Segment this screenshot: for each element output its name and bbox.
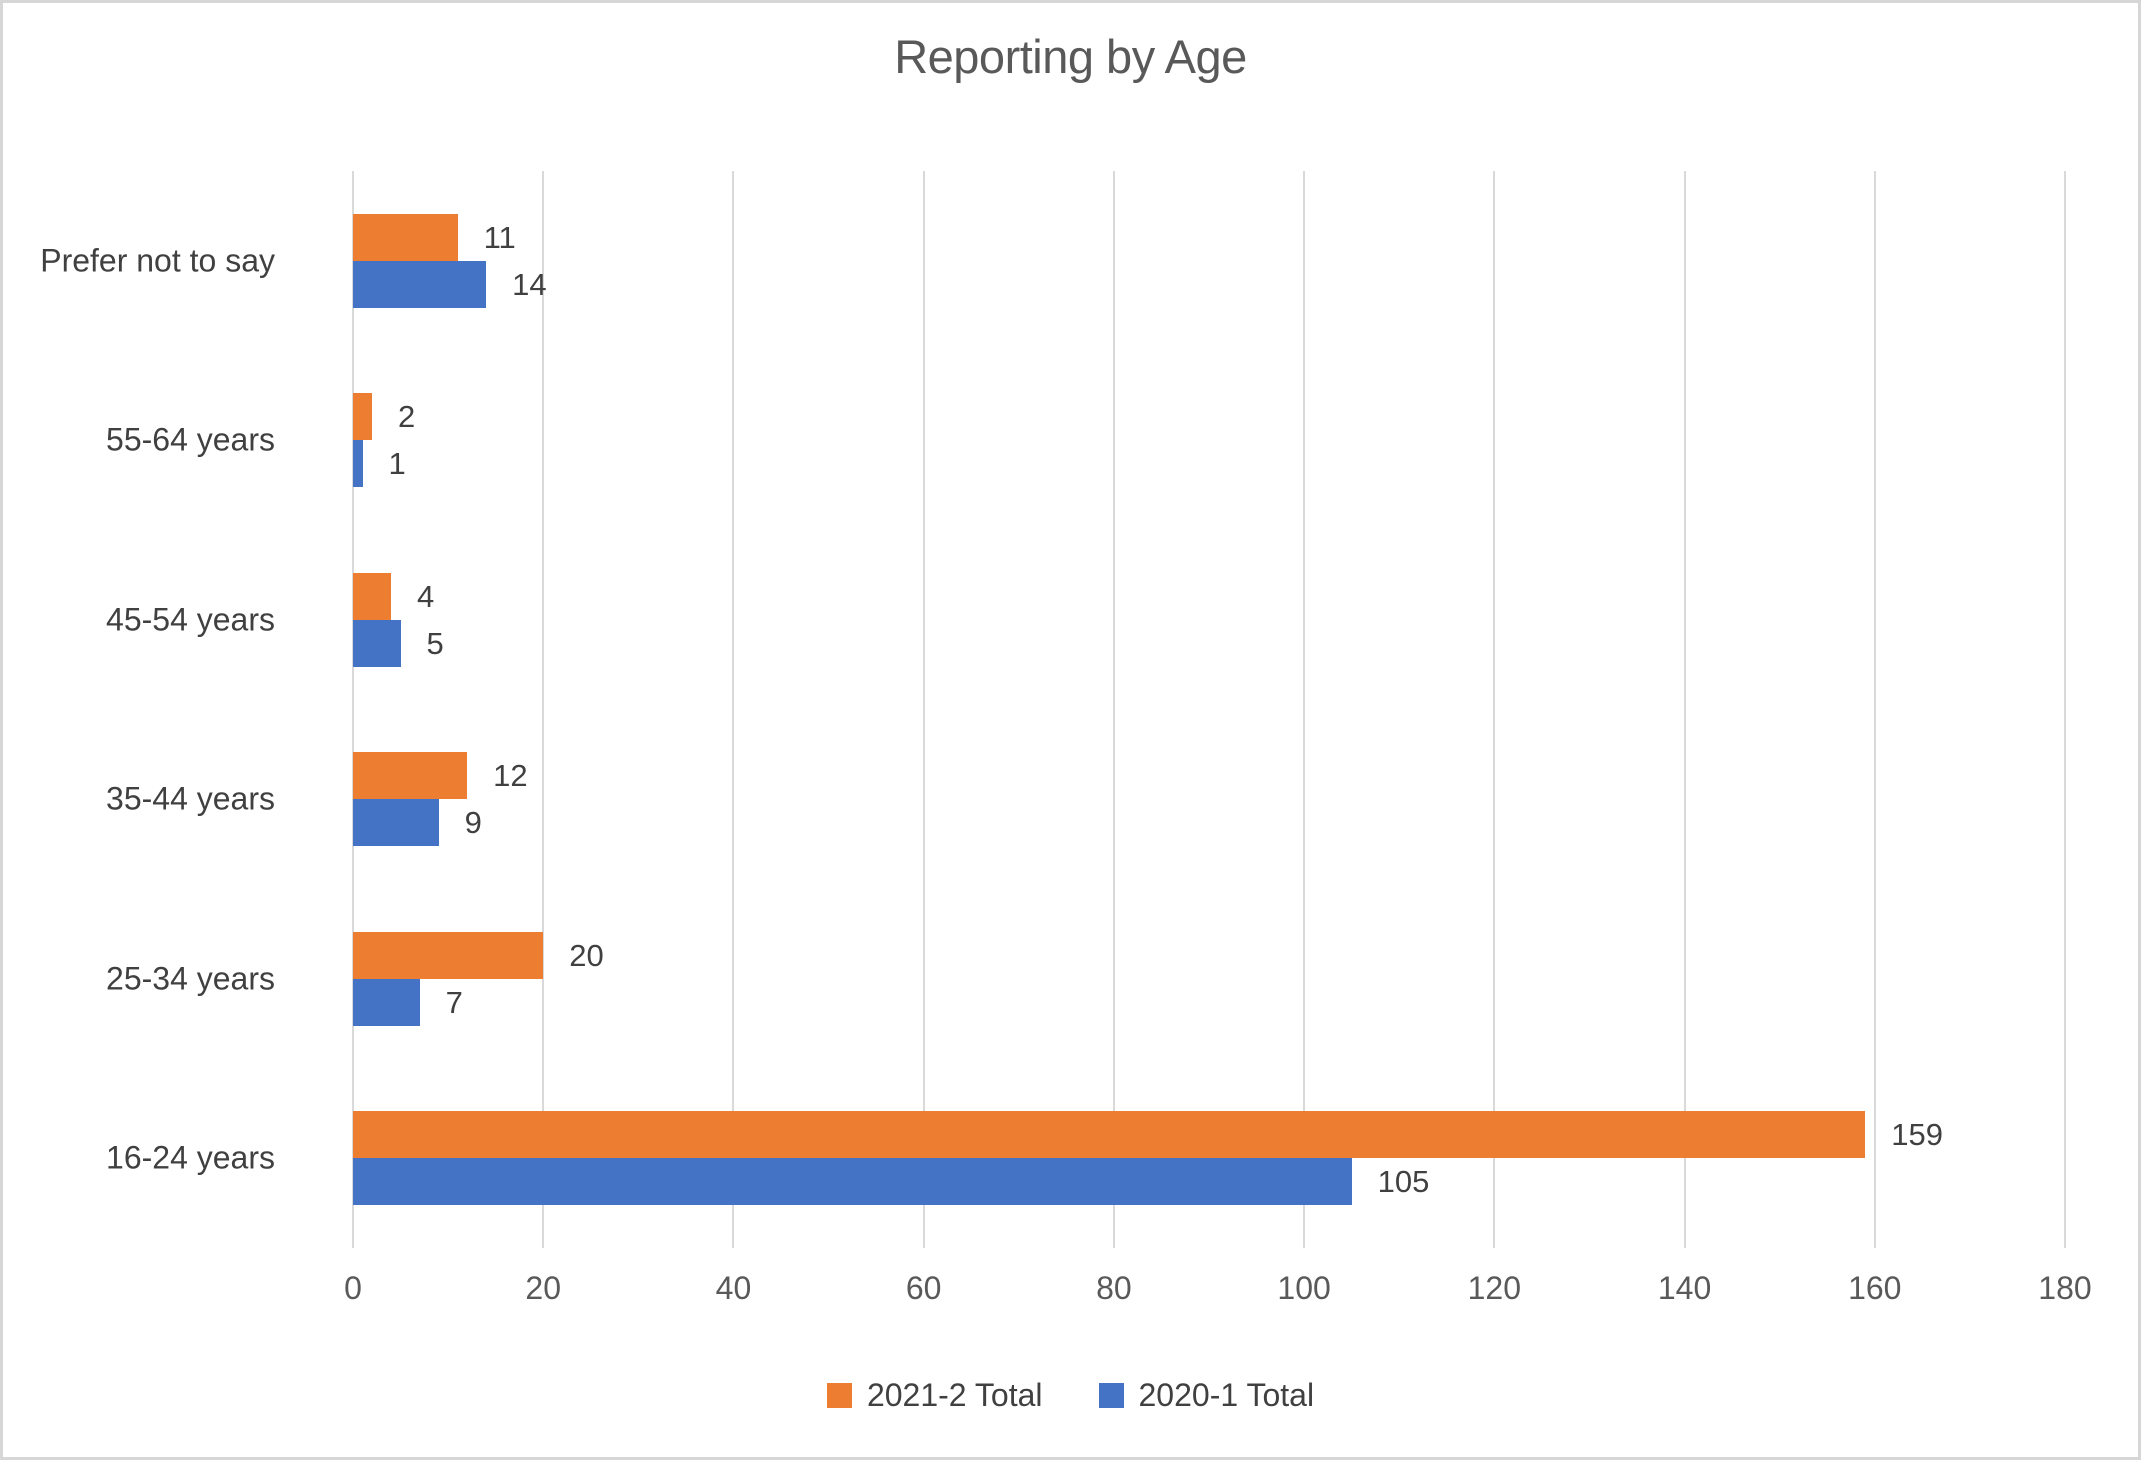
chart-title: Reporting by Age <box>894 30 1247 83</box>
bar-rows: Prefer not to say 11 14 55-64 years 2 <box>40 171 2065 1249</box>
value-label: 5 <box>426 625 444 661</box>
bar-2020-1 <box>353 260 487 308</box>
legend-item-2020-1: 2020-1 Total <box>1098 1377 1315 1414</box>
x-axis-tick: 140 <box>1657 1270 1712 1306</box>
category-row-prefer-not-to-say: Prefer not to say 11 14 <box>40 171 2065 351</box>
legend-label: 2021-2 Total <box>866 1377 1043 1413</box>
bar-2020-1 <box>353 978 420 1026</box>
bar-2021-2 <box>353 572 392 620</box>
category-label: 16-24 years <box>106 1139 275 1176</box>
gridline <box>1683 171 1686 1248</box>
bar-2021-2 <box>353 931 544 979</box>
category-row-16-24: 16-24 years 159 105 <box>106 1069 2065 1249</box>
gridline <box>922 171 925 1248</box>
value-label: 9 <box>464 805 482 841</box>
bar-2021-2 <box>353 1111 1866 1159</box>
category-label: 45-54 years <box>106 601 275 638</box>
value-label: 4 <box>417 578 435 614</box>
value-label: 20 <box>569 937 604 973</box>
bar-2020-1 <box>353 440 363 488</box>
bar-2020-1 <box>353 1158 1352 1206</box>
gridline <box>542 171 545 1248</box>
bar-2021-2 <box>353 213 458 261</box>
value-label: 7 <box>445 984 463 1020</box>
value-label: 105 <box>1377 1164 1430 1200</box>
value-label: 2 <box>398 399 416 435</box>
legend-item-2021-2: 2021-2 Total <box>826 1377 1043 1414</box>
category-label: Prefer not to say <box>40 242 275 279</box>
x-axis-tick: 60 <box>905 1270 942 1306</box>
value-label: 14 <box>512 266 547 302</box>
bar-2021-2 <box>353 393 373 441</box>
value-label: 11 <box>483 219 516 255</box>
plot-area: Prefer not to say 11 14 55-64 years 2 <box>40 171 2066 1249</box>
value-label: 159 <box>1891 1117 1943 1153</box>
category-row-55-64: 55-64 years 2 1 <box>106 351 2065 531</box>
x-axis-tick: 0 <box>344 1270 362 1306</box>
value-label: 12 <box>493 758 528 794</box>
x-axis-tick: 40 <box>715 1270 752 1306</box>
bar-2020-1 <box>353 799 439 847</box>
bar-2021-2 <box>353 752 468 800</box>
category-row-25-34: 25-34 years 20 7 <box>106 889 2065 1069</box>
gridline <box>352 171 354 1248</box>
legend-label: 2020-1 Total <box>1138 1377 1315 1413</box>
value-label: 1 <box>388 446 406 482</box>
gridline <box>1493 171 1496 1248</box>
x-axis-tick: 160 <box>1848 1270 1902 1306</box>
x-axis-tick: 80 <box>1096 1270 1132 1306</box>
gridline <box>1112 171 1115 1248</box>
bar-2020-1 <box>353 619 401 667</box>
legend-swatch-orange <box>826 1383 852 1408</box>
legend-swatch-blue <box>1098 1383 1124 1408</box>
category-label: 35-44 years <box>106 780 275 817</box>
x-axis-tick: 120 <box>1467 1270 1522 1306</box>
gridline <box>732 171 735 1248</box>
category-row-35-44: 35-44 years 12 9 <box>106 710 2065 890</box>
gridline <box>1873 171 1876 1248</box>
gridline <box>2064 171 2066 1248</box>
x-axis-tick: 20 <box>525 1270 562 1306</box>
category-label: 25-34 years <box>106 960 275 997</box>
x-axis-tick: 180 <box>2038 1270 2092 1306</box>
category-row-45-54: 45-54 years 4 5 <box>106 530 2065 710</box>
gridline <box>1303 171 1306 1248</box>
x-axis: 0 20 40 60 80 100 120 140 160 180 <box>344 1248 2092 1318</box>
category-label: 55-64 years <box>106 421 275 458</box>
legend: 2021-2 Total 2020-1 Total <box>3 1377 2138 1414</box>
x-axis-tick: 100 <box>1277 1270 1331 1306</box>
